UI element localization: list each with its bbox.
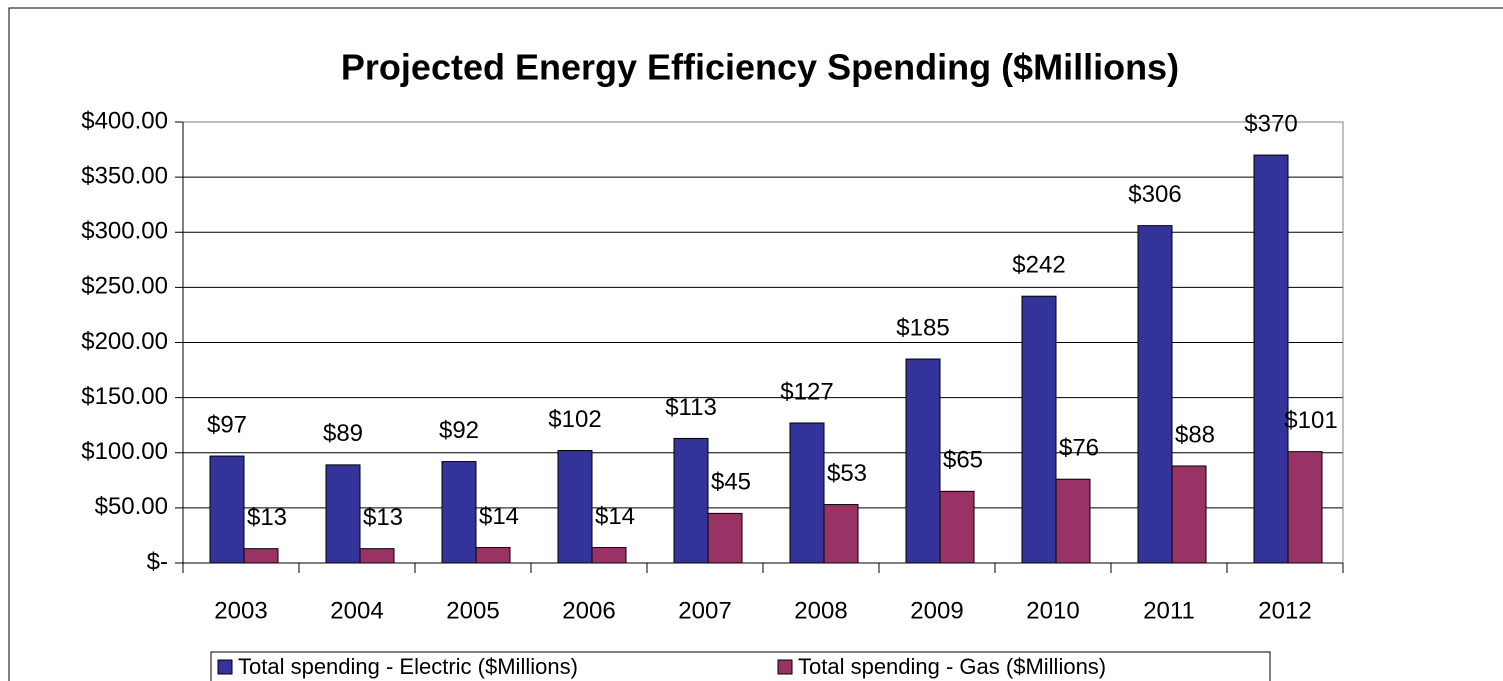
bar <box>939 490 975 564</box>
data-label: $306 <box>1128 181 1181 208</box>
bar <box>1137 225 1173 564</box>
bar <box>359 548 395 564</box>
x-tick-label: 2003 <box>214 597 267 624</box>
x-tick-label: 2008 <box>794 597 847 624</box>
bar <box>1021 295 1057 564</box>
legend-swatch <box>777 659 793 675</box>
data-label: $185 <box>896 314 949 341</box>
data-label: $14 <box>595 503 635 530</box>
y-tick-label: $300.00 <box>81 218 168 245</box>
bar <box>673 437 709 564</box>
data-label: $89 <box>323 420 363 447</box>
bar <box>557 450 593 564</box>
data-label: $76 <box>1059 435 1099 462</box>
data-label: $14 <box>479 503 519 530</box>
legend-label: Total spending - Gas ($Millions) <box>798 654 1106 679</box>
legend-swatch <box>217 659 233 675</box>
x-tick-label: 2005 <box>446 597 499 624</box>
data-label: $13 <box>363 504 403 531</box>
bar <box>209 455 245 564</box>
data-label: $65 <box>943 447 983 474</box>
x-tick-label: 2006 <box>562 597 615 624</box>
bar <box>441 461 477 564</box>
y-tick-label: $100.00 <box>81 438 168 465</box>
x-tick-label: 2012 <box>1258 597 1311 624</box>
bar <box>1253 154 1289 564</box>
data-label: $88 <box>1175 421 1215 448</box>
x-tick-label: 2010 <box>1026 597 1079 624</box>
bar <box>243 548 279 564</box>
y-tick-label: $400.00 <box>81 107 168 134</box>
x-tick-label: 2009 <box>910 597 963 624</box>
y-tick-label: $- <box>147 548 168 575</box>
data-label: $45 <box>711 469 751 496</box>
bar <box>905 358 941 564</box>
data-label: $92 <box>439 417 479 444</box>
bar <box>707 512 743 564</box>
bar <box>475 547 511 564</box>
data-label: $127 <box>780 378 833 405</box>
x-tick-label: 2011 <box>1143 597 1195 624</box>
y-tick-label: $150.00 <box>81 383 168 410</box>
data-label: $13 <box>247 504 287 531</box>
y-tick-label: $350.00 <box>81 162 168 189</box>
bar <box>1287 451 1323 564</box>
x-tick-label: 2004 <box>330 597 383 624</box>
legend-label: Total spending - Electric ($Millions) <box>238 654 578 679</box>
data-label: $113 <box>665 394 717 421</box>
chart-title: Projected Energy Efficiency Spending ($M… <box>341 47 1179 88</box>
bar <box>823 504 859 564</box>
y-tick-label: $200.00 <box>81 328 168 355</box>
data-label: $101 <box>1284 407 1337 434</box>
data-label: $53 <box>827 460 867 487</box>
data-label: $242 <box>1012 252 1065 279</box>
bar <box>789 422 825 564</box>
bar <box>325 464 361 564</box>
data-label: $370 <box>1244 110 1297 137</box>
y-tick-label: $50.00 <box>95 493 168 520</box>
bar <box>591 547 627 564</box>
data-label: $97 <box>207 411 247 438</box>
bar <box>1055 478 1091 564</box>
bar <box>1171 465 1207 564</box>
data-label: $102 <box>548 406 601 433</box>
legend-box <box>210 651 1271 681</box>
x-tick-label: 2007 <box>678 597 731 624</box>
y-tick-label: $250.00 <box>81 273 168 300</box>
